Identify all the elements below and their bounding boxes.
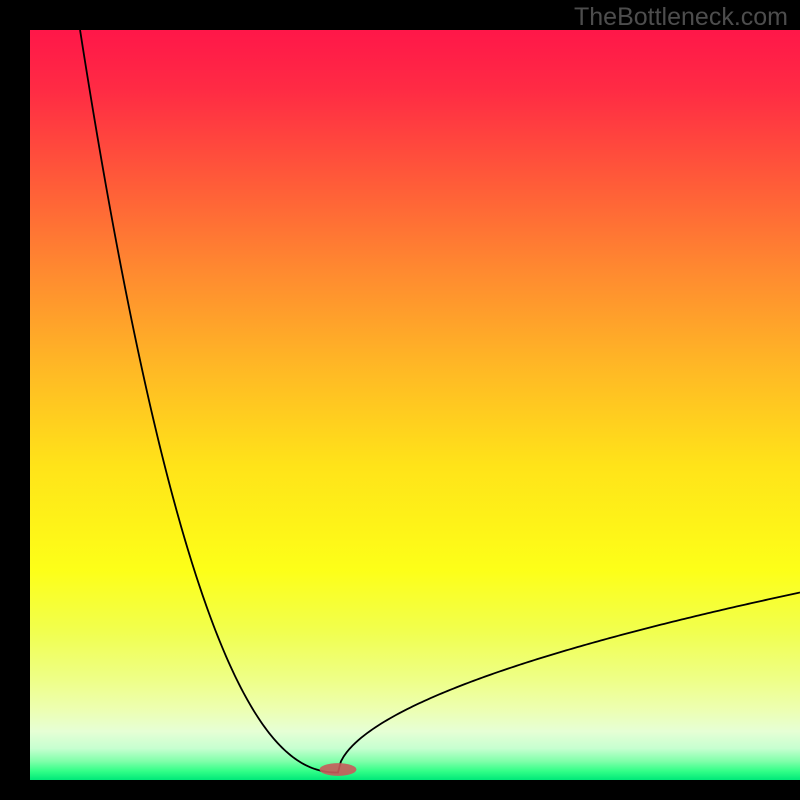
bottleneck-chart <box>0 0 800 800</box>
watermark-text: TheBottleneck.com <box>574 3 788 32</box>
gradient-background <box>30 30 800 780</box>
frame-bottom <box>0 780 800 800</box>
frame-left <box>0 0 30 800</box>
optimum-marker <box>320 763 357 776</box>
